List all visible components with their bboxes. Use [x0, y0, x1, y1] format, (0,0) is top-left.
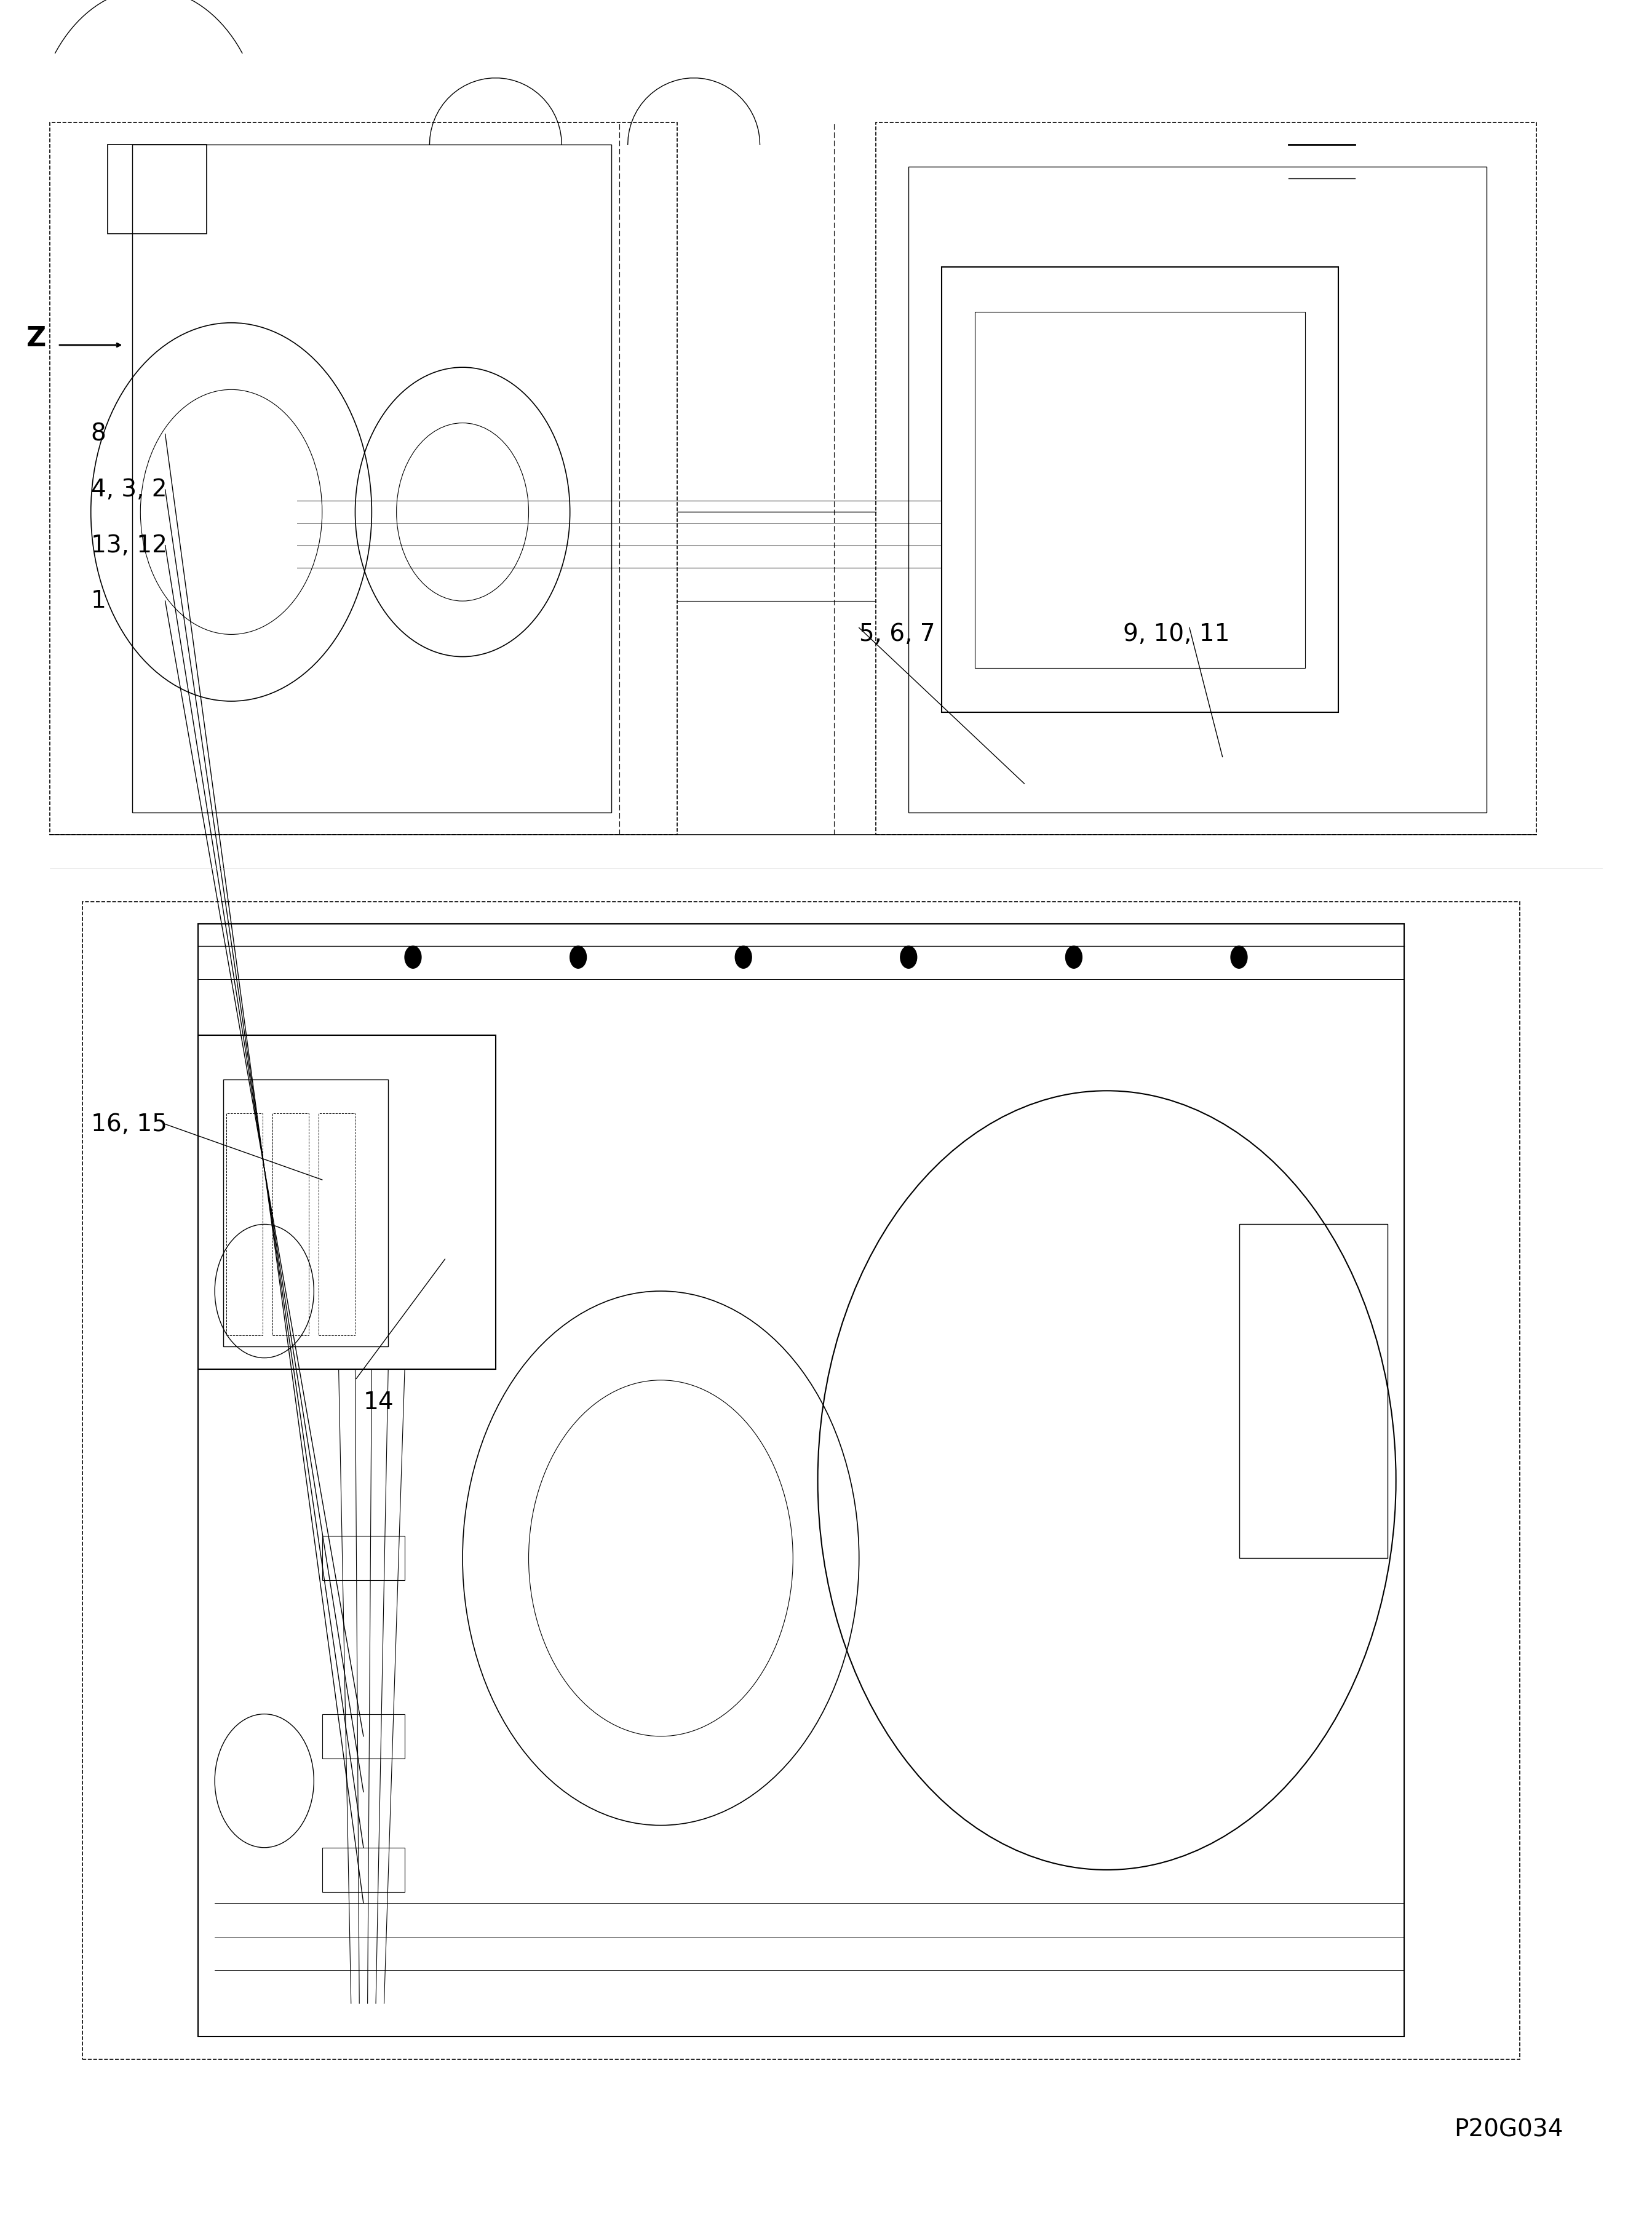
Text: 4, 3, 2: 4, 3, 2	[91, 479, 167, 501]
Circle shape	[735, 946, 752, 968]
Circle shape	[900, 946, 917, 968]
Text: 14: 14	[363, 1391, 393, 1414]
Text: 1: 1	[91, 590, 106, 612]
Circle shape	[405, 946, 421, 968]
Text: P20G034: P20G034	[1454, 2117, 1563, 2141]
Circle shape	[1066, 946, 1082, 968]
Text: 5, 6, 7: 5, 6, 7	[859, 623, 935, 646]
Circle shape	[1231, 946, 1247, 968]
Text: 13, 12: 13, 12	[91, 534, 167, 556]
Circle shape	[570, 946, 586, 968]
Text: 9, 10, 11: 9, 10, 11	[1123, 623, 1231, 646]
Text: 8: 8	[91, 423, 106, 445]
Text: 16, 15: 16, 15	[91, 1113, 167, 1135]
Text: Z: Z	[26, 325, 46, 352]
